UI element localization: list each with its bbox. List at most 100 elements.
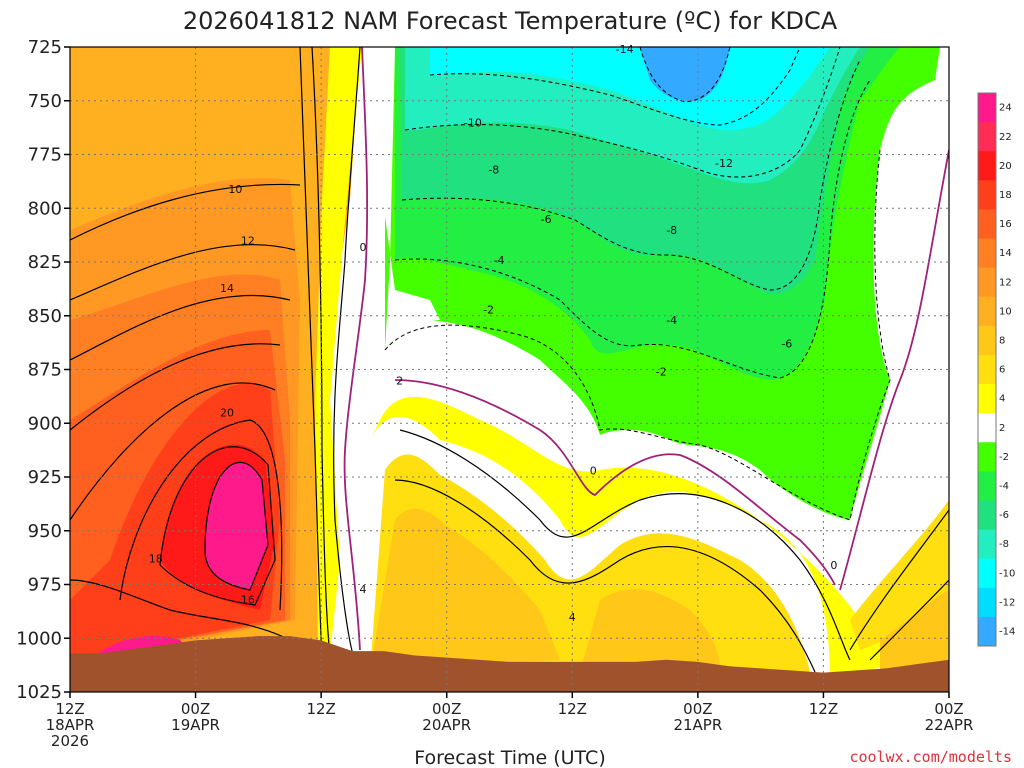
y-tick-label: 750 bbox=[28, 91, 62, 112]
freezing-lines bbox=[343, 47, 949, 651]
contour-label: -6 bbox=[781, 338, 792, 351]
colorbar-swatch bbox=[978, 209, 996, 240]
colorbar-label: -14 bbox=[999, 627, 1015, 638]
contour-label: -8 bbox=[666, 224, 677, 237]
colorbar-swatch bbox=[978, 354, 996, 385]
colorbar-swatch bbox=[978, 471, 996, 501]
contour-label: 0 bbox=[830, 559, 837, 572]
x-tick-label: 21APR bbox=[673, 716, 722, 734]
colorbar: 24 22 20 18 16 14 12 10 8 6 4 2 -2 -4 -6 -8 -10 -12 -14 bbox=[977, 92, 1015, 647]
y-tick-label: 875 bbox=[28, 360, 62, 381]
colorbar-label: -12 bbox=[999, 597, 1015, 608]
colorbar-swatch bbox=[978, 384, 996, 414]
x-tick-label: 00Z bbox=[934, 700, 963, 718]
colorbar-swatch bbox=[978, 558, 996, 589]
x-tick-label: 00Z bbox=[432, 700, 461, 718]
colorbar-label: 18 bbox=[999, 190, 1012, 201]
x-tick-label: 00Z bbox=[683, 700, 712, 718]
x-tick-label: 00Z bbox=[181, 700, 210, 718]
y-tick-label: 950 bbox=[28, 521, 62, 542]
colorbar-label: 24 bbox=[999, 103, 1012, 114]
colorbar-swatch bbox=[978, 529, 996, 560]
colorbar-swatch bbox=[978, 500, 996, 531]
x-tick-label: 22APR bbox=[925, 716, 974, 734]
colorbar-swatch bbox=[978, 238, 996, 269]
grid-lines bbox=[70, 47, 949, 692]
y-tick-label: 1000 bbox=[16, 628, 62, 649]
x-tick-label: 12Z bbox=[55, 700, 84, 718]
colorbar-swatch bbox=[978, 296, 996, 327]
x-axis-label: Forecast Time (UTC) bbox=[414, 747, 605, 768]
y-tick-label: 725 bbox=[28, 37, 62, 58]
colorbar-label: 14 bbox=[999, 248, 1012, 259]
contour-label: -2 bbox=[483, 303, 494, 316]
contour-label: -2 bbox=[656, 366, 667, 379]
contour-label: 4 bbox=[569, 611, 576, 624]
colorbar-swatch bbox=[978, 442, 996, 472]
credit-text: coolwx.com/modelts bbox=[849, 748, 1012, 766]
x-tick-label: 20APR bbox=[422, 716, 471, 734]
colorbar-swatch bbox=[978, 180, 996, 210]
contour-label: -4 bbox=[494, 254, 505, 267]
colorbar-label: -8 bbox=[999, 539, 1009, 550]
contour-label: 4 bbox=[360, 583, 367, 596]
y-tick-label: 900 bbox=[28, 413, 62, 434]
y-axis: 725 750 775 800 825 850 875 900 925 950 975 1000 102… bbox=[16, 37, 70, 703]
x-tick-label: 12Z bbox=[809, 700, 838, 718]
contour-label: 14 bbox=[220, 282, 234, 295]
colorbar-label: -10 bbox=[999, 568, 1015, 579]
colorbar-label: -6 bbox=[999, 510, 1009, 521]
colorbar-label: 22 bbox=[999, 132, 1012, 143]
contour-labels: -14-10-12-8-6-8-4-2-4-6-2020044101214201… bbox=[149, 43, 838, 624]
colorbar-label: 2 bbox=[999, 423, 1005, 434]
colorbar-swatch bbox=[978, 616, 996, 647]
y-tick-label: 1025 bbox=[16, 682, 62, 703]
colorbar-swatch bbox=[978, 587, 996, 618]
contour-label: -14 bbox=[616, 43, 634, 56]
colorbar-label: -4 bbox=[999, 481, 1009, 492]
contour-label: -10 bbox=[464, 116, 482, 129]
colorbar-swatch bbox=[978, 151, 996, 181]
colorbar-swatch bbox=[978, 413, 996, 443]
colorbar-swatch bbox=[978, 93, 996, 123]
contour-label: 16 bbox=[241, 594, 255, 607]
terrain-surface bbox=[70, 636, 949, 692]
contour-label: 12 bbox=[241, 235, 255, 248]
colorbar-swatch bbox=[978, 325, 996, 356]
y-tick-label: 825 bbox=[28, 252, 62, 273]
contour-label: 0 bbox=[590, 465, 597, 478]
colorbar-label: -2 bbox=[999, 452, 1009, 463]
colorbar-label: 6 bbox=[999, 365, 1005, 376]
y-tick-label: 925 bbox=[28, 467, 62, 488]
contour-label: -12 bbox=[715, 157, 733, 170]
y-tick-label: 775 bbox=[28, 145, 62, 166]
contour-lines-cold bbox=[384, 47, 891, 521]
colorbar-label: 8 bbox=[999, 335, 1005, 346]
contour-label: 20 bbox=[220, 407, 234, 420]
x-tick-label: 2026 bbox=[51, 732, 89, 750]
contour-label: -8 bbox=[488, 164, 499, 177]
colorbar-swatch bbox=[978, 122, 996, 152]
contour-label: 2 bbox=[396, 374, 403, 387]
contour-label: -4 bbox=[666, 314, 677, 327]
colorbar-label: 12 bbox=[999, 277, 1012, 288]
colorbar-frame bbox=[977, 92, 997, 647]
contour-lines bbox=[70, 47, 949, 673]
y-tick-label: 850 bbox=[28, 306, 62, 327]
x-tick-label: 12Z bbox=[306, 700, 335, 718]
x-tick-label: 19APR bbox=[171, 716, 220, 734]
x-tick-label: 18APR bbox=[46, 716, 95, 734]
y-tick-label: 975 bbox=[28, 575, 62, 596]
y-tick-label: 800 bbox=[28, 198, 62, 219]
colorbar-label: 10 bbox=[999, 306, 1012, 317]
contour-label: 18 bbox=[149, 553, 163, 566]
colorbar-swatch bbox=[978, 267, 996, 298]
contour-label: 10 bbox=[228, 183, 242, 196]
contour-label: -6 bbox=[541, 213, 552, 226]
colorbar-label: 16 bbox=[999, 219, 1012, 230]
colorbar-label: 4 bbox=[999, 394, 1005, 405]
x-tick-label: 12Z bbox=[558, 700, 587, 718]
chart-title: 2026041812 NAM Forecast Temperature (ºC)… bbox=[183, 7, 838, 35]
